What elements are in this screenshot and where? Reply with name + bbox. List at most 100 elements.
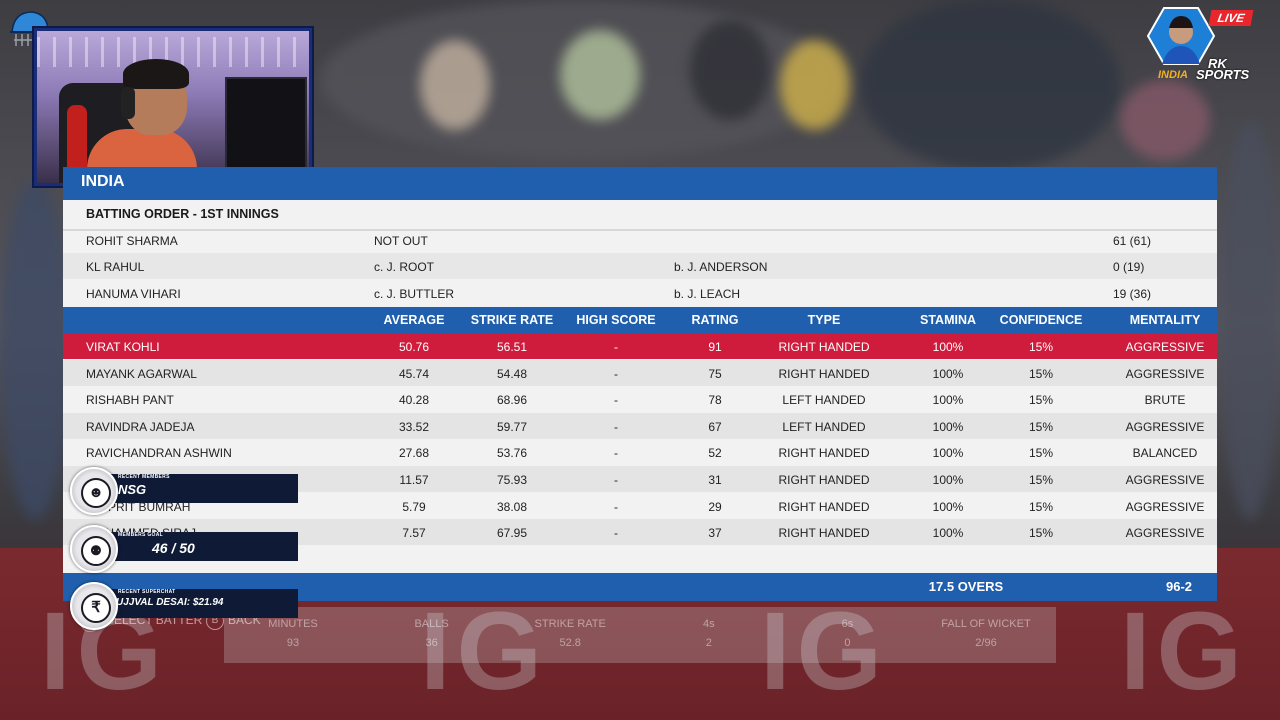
col-high-score: HIGH SCORE	[576, 313, 656, 327]
team-name: INDIA	[81, 173, 125, 190]
player-strike-rate: 67.95	[496, 526, 528, 541]
player-average: 33.52	[398, 419, 430, 434]
player-stamina: 100%	[932, 446, 964, 461]
stat-cell: MINUTES 93	[224, 607, 362, 663]
player-type: RIGHT HANDED	[778, 499, 870, 514]
player-confidence: 15%	[1028, 393, 1054, 408]
col-average: AVERAGE	[383, 313, 445, 327]
player-high-score: -	[614, 340, 618, 354]
recent-member-widget: ☻ RECENT MEMBERS NSG	[70, 467, 298, 515]
player-row-selected[interactable]: VIRAT KOHLI 50.76 56.51 - 91 RIGHT HANDED 100%…	[63, 333, 1217, 359]
column-header-row: AVERAGE STRIKE RATE HIGH SCORE RATING TY…	[63, 307, 1217, 333]
player-rating: 52	[708, 446, 722, 461]
col-strike-rate: STRIKE RATE	[470, 313, 554, 327]
stat-value: 52.8	[559, 637, 581, 649]
webcam-overlay	[34, 28, 312, 186]
player-mentality: AGGRESSIVE	[1125, 473, 1205, 487]
channel-name-line1: RK	[1208, 56, 1227, 71]
player-mentality: BALANCED	[1132, 446, 1198, 461]
bowler: b. J. ANDERSON	[674, 260, 768, 274]
stat-value: 93	[286, 637, 300, 649]
stat-label: 4s	[702, 618, 715, 630]
dismissal: c. J. BUTTLER	[374, 287, 455, 301]
title-separator	[63, 229, 1217, 231]
player-row[interactable]: RAVICHANDRAN ASHWIN 27.68 53.76 - 52 RIGHT HA…	[63, 439, 1217, 465]
player-average: 40.28	[398, 393, 430, 408]
batter-score: 61 (61)	[1113, 234, 1152, 248]
stat-cell: 6s 0	[778, 607, 916, 663]
col-confidence: CONFIDENCE	[999, 313, 1083, 327]
player-strike-rate: 38.08	[496, 499, 528, 514]
player-average: 7.57	[402, 526, 426, 541]
group-icon: ⚉	[81, 536, 111, 566]
cricket-helmet-icon	[10, 11, 50, 46]
dismissal: NOT OUT	[374, 234, 428, 248]
player-row[interactable]: JASPRIT BUMRAH 5.79 38.08-29 RIGHT HANDED 10…	[63, 493, 1217, 519]
player-row[interactable]: RAVINDRA JADEJA 33.52 59.77 - 67 LEFT HANDED 1…	[63, 412, 1217, 439]
player-stamina: 100%	[932, 340, 964, 354]
team-score: 96-2	[1165, 579, 1193, 594]
player-high-score: -	[614, 419, 618, 434]
player-confidence: 15%	[1028, 526, 1054, 541]
player-high-score: -	[614, 526, 618, 541]
members-goal-value: 46 / 50	[152, 540, 195, 556]
section-title: BATTING ORDER - 1ST INNINGS	[86, 207, 279, 221]
superchat-label: RECENT SUPERCHAT	[118, 589, 176, 595]
stat-cell: BALLS 36	[363, 607, 501, 663]
player-mentality: AGGRESSIVE	[1125, 366, 1205, 381]
player-name: RAVINDRA JADEJA	[86, 419, 195, 434]
batter-name: KL RAHUL	[86, 260, 145, 274]
player-mentality: AGGRESSIVE	[1125, 499, 1205, 514]
col-mentality: MENTALITY	[1129, 313, 1201, 327]
player-type: RIGHT HANDED	[778, 526, 870, 541]
player-stamina: 100%	[932, 393, 964, 408]
player-confidence: 15%	[1028, 473, 1054, 487]
player-stamina: 100%	[932, 366, 964, 381]
logo-jersey-text: INDIA	[1158, 69, 1188, 81]
rupee-icon: ₹	[81, 593, 111, 623]
player-name: RAVICHANDRAN ASHWIN	[86, 446, 232, 461]
batter-score: 0 (19)	[1113, 260, 1145, 274]
overs-count: 17.5 OVERS	[928, 579, 1004, 594]
player-stamina: 100%	[932, 419, 964, 434]
player-strike-rate: 54.48	[496, 366, 528, 381]
stat-label: FALL OF WICKET	[941, 618, 1031, 630]
superchat-value: UJJVAL DESAI: $21.94	[116, 597, 224, 608]
player-average: 27.68	[398, 446, 430, 461]
dismissal: c. J. ROOT	[374, 260, 434, 274]
stat-value: 0	[844, 637, 851, 649]
player-mentality: AGGRESSIVE	[1125, 419, 1205, 434]
innings-row: ROHIT SHARMA NOT OUT 61 (61)	[63, 227, 1217, 253]
player-average: 50.76	[398, 340, 430, 354]
player-strike-rate: 56.51	[496, 340, 528, 354]
batter-stats-strip: MINUTES 93 BALLS 36 STRIKE RATE 52.8 4s 2 6s 0 FAL…	[224, 607, 1056, 663]
player-rating: 91	[708, 340, 722, 354]
stat-label: MINUTES	[268, 618, 318, 630]
player-type: RIGHT HANDED	[778, 446, 870, 461]
channel-name-line2: SPORTS	[1196, 67, 1250, 82]
player-rating: 37	[708, 526, 722, 541]
player-high-score: -	[614, 366, 618, 381]
player-rating: 75	[708, 366, 722, 381]
player-average: 45.74	[398, 366, 430, 381]
player-strike-rate: 75.93	[496, 473, 528, 487]
col-stamina: STAMINA	[919, 313, 977, 327]
superchat-widget: ₹ RECENT SUPERCHAT UJJVAL DESAI: $21.94	[70, 582, 298, 630]
player-rating: 78	[708, 393, 722, 408]
player-row[interactable]: MAYANK AGARWAL 45.74 54.48 - 75 RIGHT HANDED 1…	[63, 359, 1217, 386]
player-type: LEFT HANDED	[782, 419, 866, 434]
live-badge: LIVE	[1208, 10, 1254, 26]
stat-label: 6s	[841, 618, 854, 630]
channel-name: RK SPORTS	[1196, 56, 1250, 82]
player-confidence: 15%	[1028, 366, 1054, 381]
player-confidence: 15%	[1028, 446, 1054, 461]
player-stamina: 100%	[932, 499, 964, 514]
members-goal-label: MEMBERS GOAL	[118, 532, 163, 538]
stat-value: 36	[425, 637, 438, 649]
stat-value: 2/96	[975, 637, 997, 649]
player-row[interactable]: RISHABH PANT 40.28 68.96 - 78 LEFT HANDED 100%…	[63, 386, 1217, 412]
player-confidence: 15%	[1028, 499, 1054, 514]
player-high-score: -	[614, 473, 618, 487]
player-type: RIGHT HANDED	[778, 340, 870, 354]
member-avatar-icon: ☻	[81, 478, 111, 508]
